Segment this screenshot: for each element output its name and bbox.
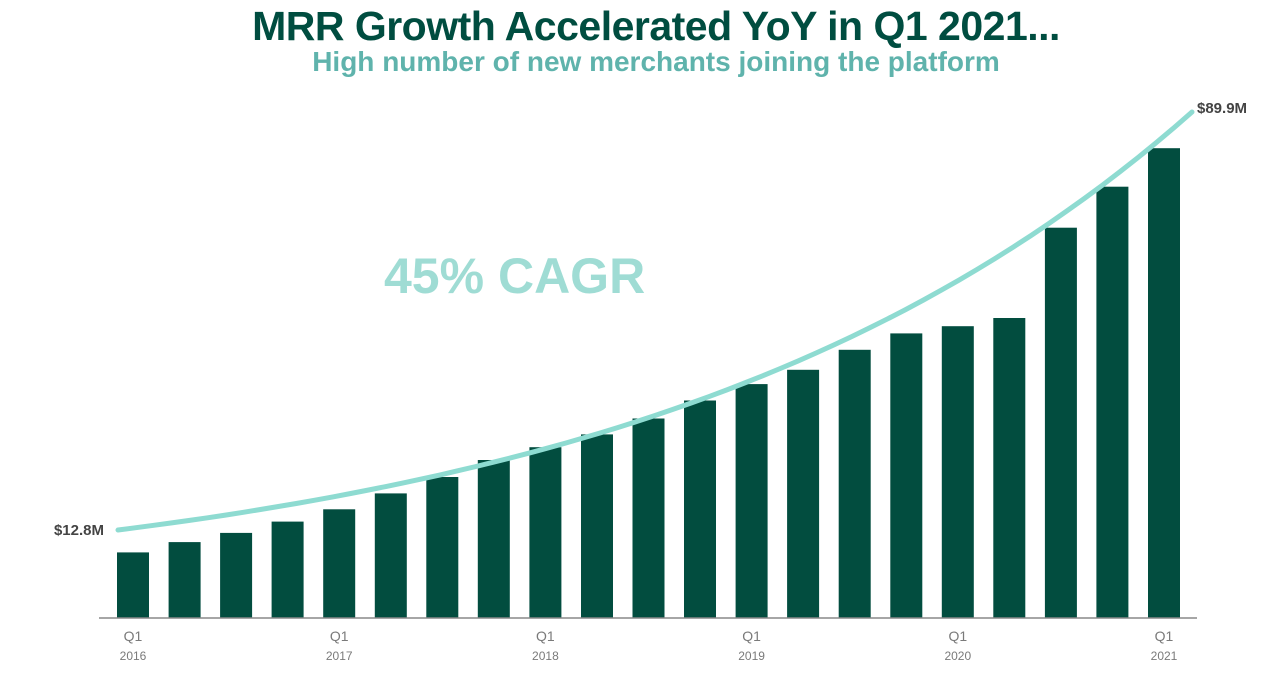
x-tick-quarter: Q1 <box>330 628 349 644</box>
x-tick-quarter: Q1 <box>124 628 143 644</box>
bar-q2-2016 <box>168 542 201 618</box>
bar-q1-2016 <box>117 552 149 618</box>
x-tick-year: 2018 <box>532 649 559 663</box>
bar-q3-2017 <box>426 477 459 618</box>
x-tick-quarter: Q1 <box>742 628 761 644</box>
x-tick-year: 2021 <box>1151 649 1178 663</box>
bar-q3-2018 <box>632 418 665 618</box>
bar-q4-2016 <box>271 521 304 618</box>
bar-q1-2017 <box>323 509 356 618</box>
x-tick-year: 2020 <box>944 649 971 663</box>
chart-subtitle: High number of new merchants joining the… <box>312 46 1000 77</box>
bar-q3-2019 <box>838 349 871 618</box>
bar-q2-2017 <box>374 493 407 618</box>
x-tick-quarter: Q1 <box>536 628 555 644</box>
bar-q1-2020 <box>941 326 974 618</box>
bar-q4-2017 <box>477 460 510 618</box>
bar-q1-2021 <box>1148 148 1180 618</box>
bar-q2-2020 <box>993 318 1026 618</box>
x-tick-year: 2016 <box>120 649 147 663</box>
cagr-trend-line <box>115 109 1195 533</box>
bar-q3-2020 <box>1044 227 1077 618</box>
bar-q1-2019 <box>735 384 768 618</box>
bar-q2-2018 <box>581 434 613 618</box>
bar-q2-2019 <box>787 369 820 618</box>
end-value-label: $89.9M <box>1197 100 1247 117</box>
chart-title: MRR Growth Accelerated YoY in Q1 2021... <box>252 3 1060 49</box>
x-tick-year: 2017 <box>326 649 353 663</box>
bar-q3-2016 <box>220 532 253 618</box>
bar-q4-2020 <box>1096 186 1129 618</box>
bar-q4-2019 <box>890 333 923 618</box>
x-tick-labels: Q1 2016 Q1 2017 Q1 2018 Q1 2019 Q1 2020 Q1 2021 <box>120 628 1178 663</box>
cagr-label: 45% CAGR <box>384 248 645 304</box>
bar-q4-2018 <box>684 400 716 618</box>
bar-q1-2018 <box>529 447 562 618</box>
bar-group <box>117 148 1180 618</box>
x-tick-year: 2019 <box>738 649 765 663</box>
start-value-label: $12.8M <box>54 522 104 539</box>
x-tick-quarter: Q1 <box>948 628 967 644</box>
x-tick-quarter: Q1 <box>1155 628 1174 644</box>
